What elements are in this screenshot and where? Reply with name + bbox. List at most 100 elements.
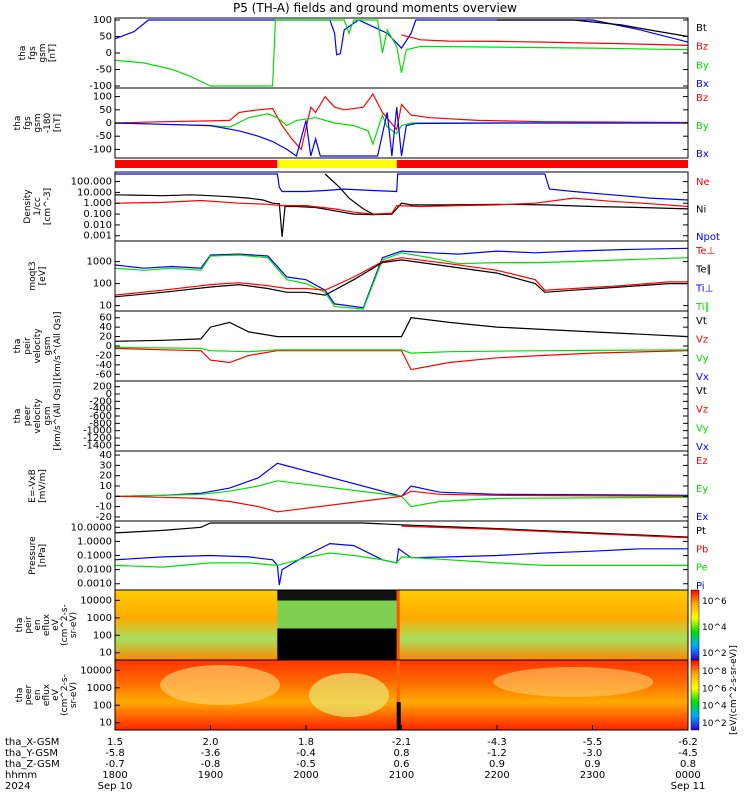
y-axis-label: moqt3: [28, 261, 38, 290]
x-tick-label: 2.0: [203, 737, 219, 748]
panel-fgs: 100 50 0 -50 -100 tha fgs gsm [nT] Bt Bz By Bx: [18, 15, 709, 92]
x-tick-label: 0000: [675, 770, 700, 781]
y-tick-label: 100.000: [71, 177, 112, 188]
legend-label-Pi: Pi: [696, 581, 705, 592]
x-tick-label: 0.9: [585, 759, 601, 770]
y-axis-label: sr-eV): [69, 612, 79, 638]
y-axis-label: [nPa]: [38, 544, 48, 567]
legend-label-Vt: Vt: [696, 386, 707, 397]
y-tick-label: -50: [96, 65, 112, 76]
legend-label-Pe: Pe: [696, 563, 708, 574]
series-line-Pb: [401, 525, 688, 539]
legend-label-Te∥: Te∥: [695, 265, 712, 276]
y-tick-label: 1000: [87, 683, 112, 694]
legend-label-Bx: Bx: [696, 79, 709, 90]
y-axis-label: gsm: [33, 113, 43, 132]
series-line-Bx: [115, 107, 688, 157]
panel-frame: [114, 17, 689, 89]
y-axis-label: [km/s^(All Qs)]: [53, 311, 63, 380]
mode-bar-segment: [277, 160, 397, 168]
y-tick-label: 100: [93, 630, 112, 641]
x-row-label: tha_Z-GSM: [5, 759, 60, 770]
legend-label-Vy: Vy: [696, 353, 709, 364]
x-tick-label: -0.7: [105, 759, 125, 770]
y-axis-label: eflux: [42, 613, 52, 636]
legend-label-Bz: Bz: [696, 42, 708, 53]
series-line-Ti∥: [115, 252, 688, 310]
y-tick-label: 0.010: [83, 220, 112, 231]
y-tick-label: -100: [89, 144, 112, 155]
y-tick-label: -1400: [83, 440, 112, 451]
spectrogram-field: [396, 702, 401, 730]
legend-label-Vy: Vy: [696, 423, 709, 434]
y-tick-label: 1.000: [83, 198, 112, 209]
legend-label-Te⊥: Te⊥: [695, 246, 715, 257]
colorbar: [690, 589, 700, 661]
panel-frame: [114, 380, 689, 452]
panel-series-group: [115, 173, 688, 237]
y-tick-label: 1.0000: [77, 536, 112, 547]
series-line-Vz: [115, 347, 688, 371]
legend-label-Vx: Vx: [696, 442, 709, 453]
y-axis-label: gsm: [43, 406, 53, 425]
y-tick-label: -1000: [83, 426, 112, 437]
series-line-Bz: [401, 34, 688, 46]
y-tick-label: 0: [106, 118, 112, 129]
series-line-Vt: [115, 317, 688, 342]
series-line-Pi: [115, 542, 688, 586]
panel-peer-spectrogram: 10000 1000 100 10 10^8 10^6 10^4 10^2 tha peer en e…: [15, 659, 727, 731]
series-line-Npot: [115, 173, 688, 201]
y-axis-label: 1/cc: [33, 197, 43, 216]
panel-mode-bar: [115, 160, 688, 168]
colorbar-label: [eV/(cm^2-s-sr-eV)]: [729, 645, 739, 735]
spectrogram-field: [493, 667, 654, 697]
y-axis-label: velocity: [33, 328, 43, 364]
y-axis-label: fgs: [28, 46, 38, 60]
series-line-Te⊥: [115, 257, 688, 296]
y-tick-label: 0.0010: [77, 579, 112, 590]
y-axis-label: [nT]: [53, 114, 63, 132]
colorbar-tick-label: 10^2: [702, 649, 727, 659]
y-axis-label: peer: [23, 405, 33, 426]
y-tick-label: -1200: [83, 433, 112, 444]
y-tick-label: -800: [89, 418, 112, 429]
panel-fgs-180: 100 50 0 -50 -100 tha fgs gsm -180 [nT] Bz By Bx: [13, 87, 709, 160]
mode-bar-segment: [396, 160, 688, 168]
y-tick-label: 10000: [80, 595, 112, 606]
y-axis-label: velocity: [33, 398, 43, 434]
x-tick-label: 0.9: [489, 759, 505, 770]
y-axis-label: sr-eV): [69, 682, 79, 708]
legend-label-By: By: [696, 121, 709, 132]
legend-label-Pb: Pb: [696, 544, 708, 555]
x-tick-label: -4.5: [678, 748, 698, 759]
colorbar: [690, 659, 700, 731]
y-tick-label: 100: [93, 92, 112, 103]
y-axis-label: (cm^2-s-: [60, 604, 70, 646]
series-line-Ti⊥: [115, 247, 688, 309]
y-tick-label: -20: [96, 512, 112, 523]
panel-peer-velocity: 2000-200-400-600-800-1000-1200-1400 tha pe…: [13, 380, 709, 453]
y-tick-label: -20: [96, 350, 112, 361]
series-line-Vy: [115, 346, 688, 354]
y-tick-label: -50: [96, 131, 112, 142]
x-row-label: tha_X-GSM: [5, 737, 59, 748]
y-axis-label: tha: [15, 688, 25, 703]
x-tick-label: 2100: [389, 770, 414, 781]
y-tick-label: -100: [89, 81, 112, 92]
y-axis-label: [cm^-3]: [43, 188, 53, 225]
y-axis-label: gsm: [43, 336, 53, 355]
y-tick-label: 100: [93, 700, 112, 711]
y-axis-label: (cm^2-s-: [60, 674, 70, 716]
legend-label-Ez: Ez: [696, 456, 708, 467]
y-axis-label: en: [33, 689, 43, 700]
mode-bar-segment: [115, 160, 278, 168]
y-axis-label: peir: [24, 616, 34, 634]
series-line-Pe: [115, 552, 688, 568]
y-tick-label: 40: [99, 450, 112, 461]
legend-label-Vz: Vz: [696, 335, 708, 346]
y-axis-label: eflux: [42, 683, 52, 706]
legend-label-Vx: Vx: [696, 372, 709, 383]
panel-frame: [114, 310, 689, 382]
spectrogram-field: [396, 660, 400, 730]
legend-label-Bz: Bz: [696, 93, 708, 104]
